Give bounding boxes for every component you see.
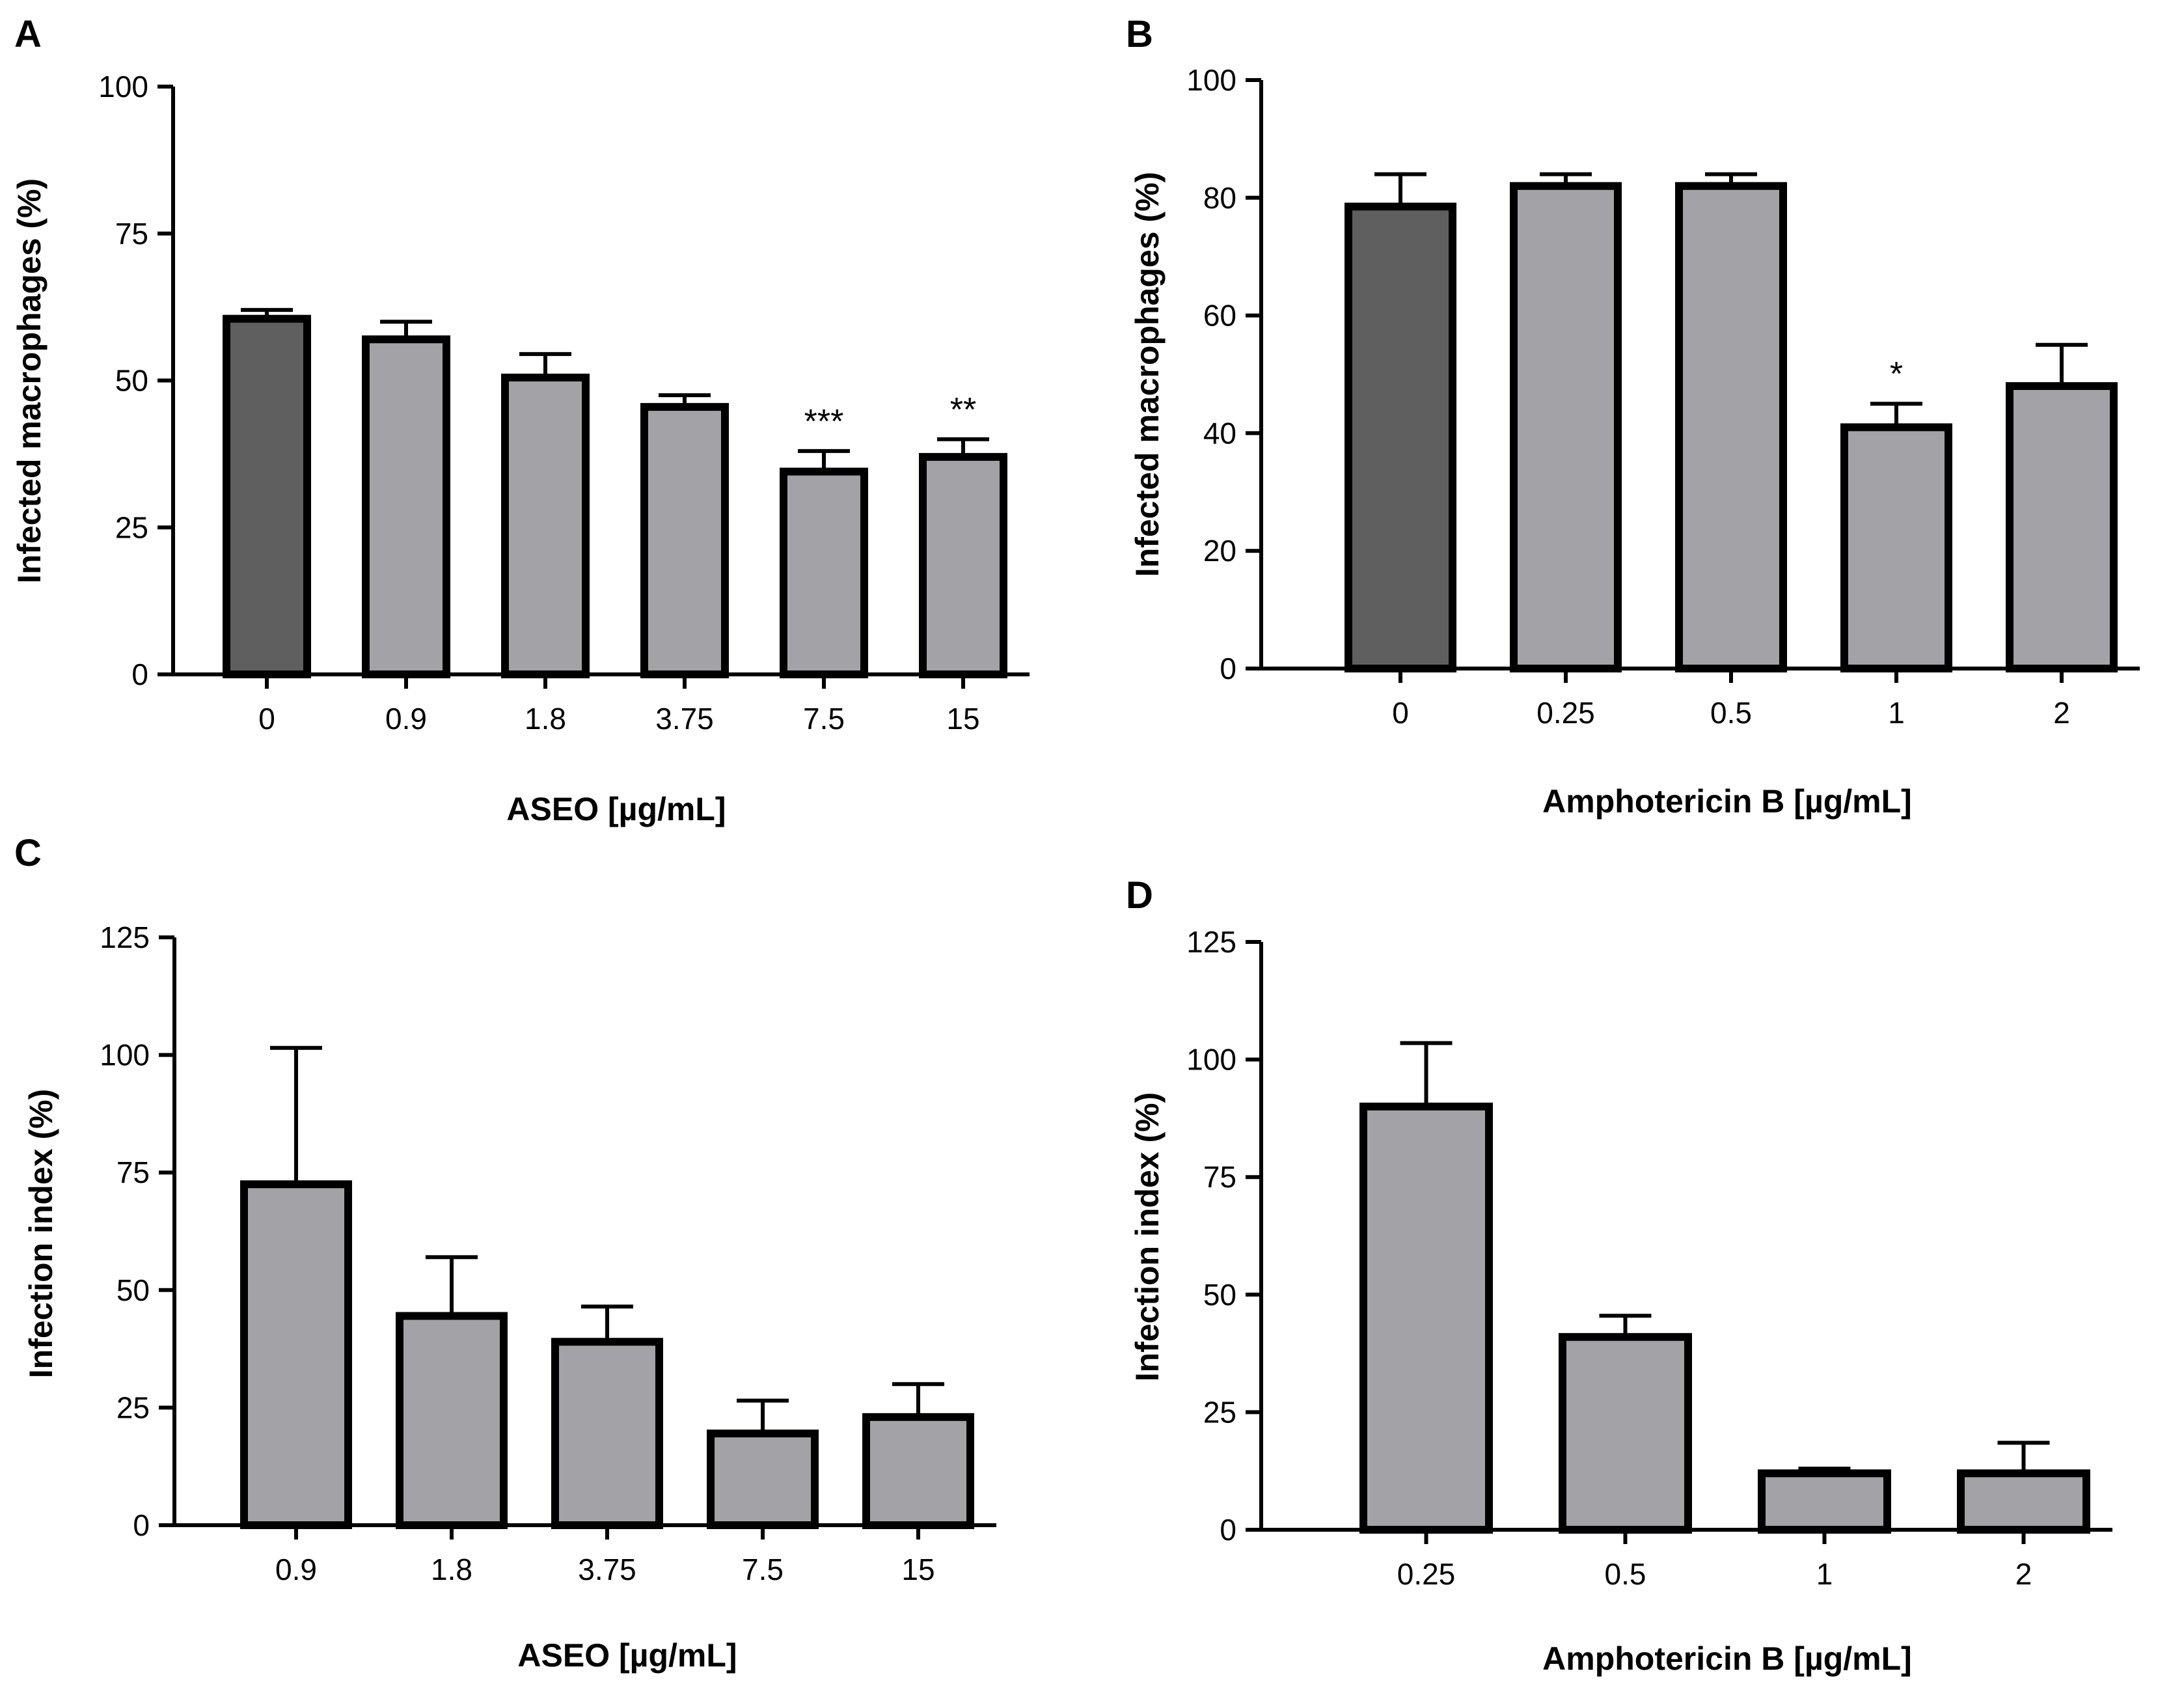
panel-d-letter: D [1126,874,1153,917]
panel-c-bar [707,1430,819,1530]
panel-d-y-tick-label: 50 [1203,1278,1236,1312]
panel-b-y-tick-label: 60 [1203,299,1236,333]
panel-a-x-tick-label: 15 [946,702,979,736]
panel-b-x-tick-label: 1 [1888,696,1905,730]
panel-b-y-tick-label: 40 [1203,416,1236,450]
panel-b-bar [1345,202,1456,672]
panel-c-y-tick-label: 75 [116,1155,150,1189]
panel-b-bar [1840,423,1952,672]
panel-d-x-axis-title: Amphotericin B [µg/mL] [1542,1640,1912,1677]
panel-c-x-axis-title: ASEO [µg/mL] [517,1637,737,1674]
panel-b-x-tick-label: 2 [2053,696,2070,730]
panel-b-y-axis-title: Infected macrophages (%) [1129,172,1166,577]
panel-b-x-tick-label: 0.25 [1536,696,1595,730]
panel-c-bar [551,1338,663,1529]
panel-b-y-tick-label: 0 [1220,652,1236,685]
panel-c-bar [396,1312,508,1529]
panel-c-x-tick-label: 1.8 [431,1553,472,1586]
panel-b-y-tick-label: 80 [1203,181,1236,215]
panel-a-bar [501,373,590,678]
panel-d-bar [1359,1102,1493,1534]
panel-a-y-tick-label: 25 [115,510,148,544]
panel-a-x-tick-label: 3.75 [655,702,714,736]
panel-a-y-tick-label: 50 [115,364,148,398]
panel-a-significance-label: *** [804,403,844,441]
panel-b-bar [2006,382,2118,673]
panel-a-significance-label: ** [950,391,976,429]
panel-c-x-tick-label: 3.75 [578,1553,636,1586]
panel-d-bar [1559,1333,1692,1534]
panel-d-x-tick-label: 0.5 [1605,1557,1646,1591]
panel-a-x-axis-title: ASEO [µg/mL] [506,791,726,827]
panel-a-bar [780,467,868,679]
panel-d-y-axis-title: Infection index (%) [1129,1092,1166,1381]
panel-d-bar [1758,1469,1891,1534]
panel-c-x-tick-label: 0.9 [275,1553,317,1586]
panel-d-x-tick-label: 2 [2015,1557,2032,1591]
panel-b-significance-label: * [1890,355,1903,393]
panel-d-x-tick-label: 1 [1816,1557,1833,1591]
panel-c-x-tick-label: 15 [901,1553,935,1586]
panel-d-x-tick-label: 0.25 [1397,1557,1456,1591]
panel-a-bar [640,403,729,678]
panel-b-x-axis-title: Amphotericin B [µg/mL] [1542,783,1912,820]
panel-b-x-tick-label: 0 [1392,696,1409,730]
panel-a-x-tick-label: 1.8 [525,702,566,736]
panel-d-y-tick-label: 0 [1220,1513,1236,1547]
panel-c-y-tick-label: 125 [100,920,150,954]
panel-d-bar [1957,1469,2090,1534]
panel-d-y-tick-label: 100 [1186,1043,1236,1077]
panel-c-x-tick-label: 7.5 [742,1553,784,1586]
panel-a-bar [362,335,450,678]
panel-a-y-tick-label: 100 [98,70,148,104]
panel-b-y-tick-label: 100 [1186,63,1236,97]
panel-c-bar [240,1180,352,1529]
panel-c-y-tick-label: 0 [133,1508,150,1542]
panel-c-y-tick-label: 25 [116,1390,150,1424]
panel-a-x-tick-label: 0 [258,702,275,736]
panel-c-y-tick-label: 100 [100,1038,150,1072]
panel-c-y-tick-label: 50 [116,1273,150,1307]
panel-c-letter: C [14,832,42,874]
panel-b-bar [1675,182,1787,673]
panel-b-x-tick-label: 0.5 [1710,696,1752,730]
panel-c-bar [862,1413,974,1529]
panel-a-bar [223,314,311,678]
panel-a-y-tick-label: 75 [115,217,148,251]
panel-b-letter: B [1126,13,1153,55]
panel-d-y-tick-label: 125 [1186,925,1236,959]
panel-a-bar [919,452,1007,678]
panel-a-x-tick-label: 7.5 [803,702,845,736]
panel-a-x-tick-label: 0.9 [385,702,427,736]
panel-c-y-axis-title: Infection index (%) [23,1089,59,1378]
panel-d-y-tick-label: 75 [1203,1160,1236,1194]
panel-a-y-axis-title: Infected macrophages (%) [11,178,48,583]
panel-b-bar [1510,182,1622,673]
panel-a-y-tick-label: 0 [131,657,148,691]
panel-d-y-tick-label: 25 [1203,1395,1236,1429]
panel-a-letter: A [14,13,42,55]
panel-b-y-tick-label: 20 [1203,534,1236,568]
